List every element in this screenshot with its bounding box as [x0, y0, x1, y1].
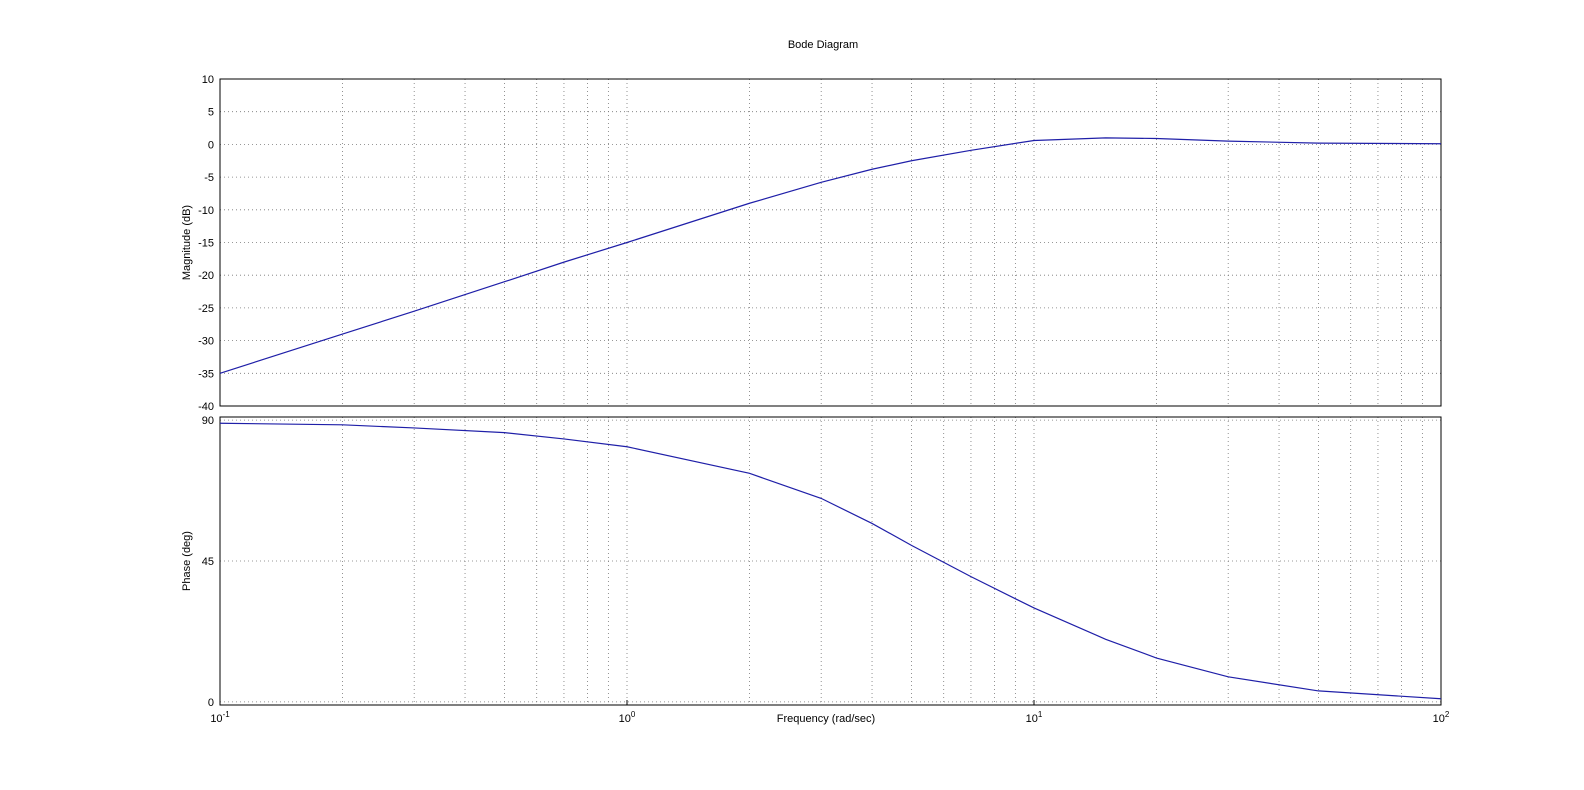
y-tick-label: -30 [198, 336, 214, 348]
plot-frame [219, 78, 1442, 407]
x-tick-label: 100 [619, 710, 636, 725]
x-tick-exponent: 0 [631, 710, 636, 719]
x-tick-base: 10 [1433, 713, 1445, 725]
y-tick-label: -20 [198, 270, 214, 282]
x-tick-exponent: 1 [1038, 710, 1043, 719]
x-tick-exponent: 2 [1445, 710, 1450, 719]
y-tick-label: -25 [198, 303, 214, 315]
x-tick-label: 10-1 [210, 710, 230, 725]
y-tick-label: 90 [202, 415, 214, 427]
x-tick-exponent: -1 [223, 710, 231, 719]
y-tick-label: -5 [204, 172, 214, 184]
chart-title: Bode Diagram [788, 39, 858, 51]
y-tick-label: -40 [198, 401, 214, 413]
y-tick-label: -10 [198, 205, 214, 217]
x-tick-base: 10 [619, 713, 631, 725]
y-tick-label: 5 [208, 107, 214, 119]
x-tick-base: 10 [1026, 713, 1038, 725]
y-tick-label: -15 [198, 238, 214, 250]
x-tick-label: 102 [1433, 710, 1450, 725]
y-tick-label: 10 [202, 74, 214, 86]
y-axis-label: Magnitude (dB) [181, 205, 193, 280]
x-tick-label: 101 [1026, 710, 1043, 725]
line-series [219, 137, 1442, 374]
line-series [219, 422, 1442, 700]
plot-frame [219, 416, 1442, 706]
x-axis-label: Frequency (rad/sec) [777, 713, 875, 725]
x-tick-base: 10 [210, 713, 222, 725]
y-tick-label: -35 [198, 368, 214, 380]
y-axis-label: Phase (deg) [181, 531, 193, 591]
y-tick-label: 0 [208, 139, 214, 151]
y-tick-label: 0 [208, 697, 214, 709]
y-tick-label: 45 [202, 556, 214, 568]
